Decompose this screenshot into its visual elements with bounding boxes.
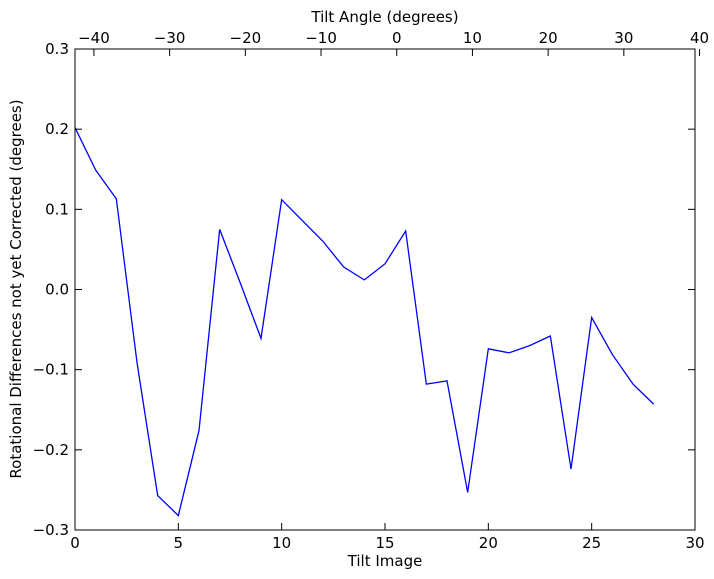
top-x-tick-label: 40 (690, 29, 709, 47)
y-tick-label: 0.1 (45, 200, 69, 218)
axis-ticks: 0 5 10 15 20 25 30 −40 −30 −20 −10 0 10 20 30 40 −0.3 −0.… (33, 29, 710, 552)
x-tick-label: 20 (479, 534, 498, 552)
x-tick-label: 10 (272, 534, 291, 552)
axes-frame (74, 48, 696, 531)
top-x-tick-label: −40 (78, 29, 110, 47)
top-x-tick-label: −30 (154, 29, 186, 47)
x-tick-label: 25 (582, 534, 601, 552)
x-tick-label: 0 (70, 534, 80, 552)
x-axis-label: Tilt Image (347, 552, 423, 570)
top-x-tick-label: −20 (230, 29, 262, 47)
top-x-axis-label: Tilt Angle (degrees) (310, 8, 458, 26)
x-tick-label: 30 (685, 534, 704, 552)
y-tick-label: 0.3 (45, 40, 69, 58)
y-tick-label: −0.2 (33, 441, 69, 459)
top-x-tick-label: 0 (392, 29, 402, 47)
top-x-tick-label: −10 (305, 29, 337, 47)
x-tick-label: 15 (375, 534, 394, 552)
y-tick-label: 0.0 (45, 281, 69, 299)
series-line (74, 127, 655, 517)
y-axis-label: Rotational Differences not yet Corrected… (7, 99, 25, 478)
y-tick-label: −0.3 (33, 521, 69, 539)
top-x-tick-label: 10 (463, 29, 482, 47)
plot-area (74, 127, 655, 517)
y-tick-label: 0.2 (45, 120, 69, 138)
top-x-tick-label: 20 (539, 29, 558, 47)
top-x-tick-label: 30 (614, 29, 633, 47)
y-tick-label: −0.1 (33, 361, 69, 379)
x-tick-label: 5 (174, 534, 184, 552)
